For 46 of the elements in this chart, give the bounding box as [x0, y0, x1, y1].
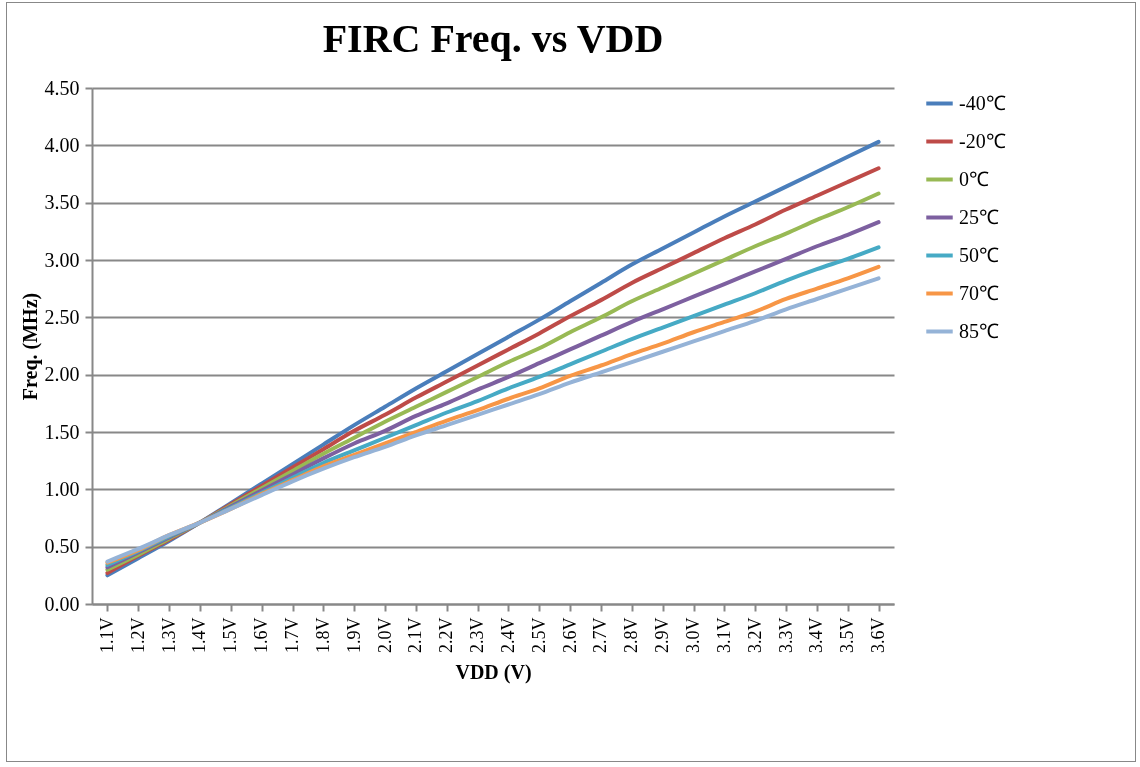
- x-tick-label: 1.1V: [96, 617, 117, 653]
- x-tick-label: 1.8V: [312, 617, 333, 653]
- legend-label: 70℃: [959, 281, 999, 304]
- y-tick-label: 3.00: [44, 248, 80, 271]
- legend-label: 50℃: [959, 243, 999, 266]
- x-tick-label: 2.4V: [497, 617, 518, 653]
- y-tick-label: 1.50: [44, 420, 80, 443]
- legend-label: -20℃: [959, 129, 1006, 152]
- x-tick-label: 2.8V: [621, 617, 642, 653]
- y-tick-label: 2.50: [44, 305, 80, 328]
- x-tick-label: 3.6V: [868, 617, 889, 653]
- y-tick-label: 4.50: [44, 76, 80, 99]
- legend-label: 85℃: [959, 319, 999, 342]
- chart-title: FIRC Freq. vs VDD: [322, 16, 664, 61]
- x-tick-label: 2.5V: [528, 617, 549, 653]
- x-tick-label: 3.0V: [683, 617, 703, 653]
- x-tick-label: 3.2V: [744, 617, 765, 653]
- x-tick-label: 2.3V: [467, 617, 488, 653]
- legend-label: 25℃: [959, 205, 999, 228]
- x-tick-label: 2.7V: [590, 617, 611, 653]
- x-tick-label: 3.4V: [806, 617, 827, 653]
- x-tick-label: 1.6V: [251, 617, 272, 653]
- x-tick-label: 2.2V: [436, 617, 457, 653]
- x-tick-label: 1.9V: [343, 617, 364, 653]
- y-tick-label: 0.00: [44, 592, 80, 615]
- x-tick-label: 1.4V: [189, 617, 210, 653]
- x-tick-label: 2.9V: [652, 617, 673, 653]
- x-tick-label: 2.6V: [559, 617, 580, 653]
- x-tick-label: 1.2V: [127, 617, 148, 653]
- y-axis-title: Freq. (MHz): [18, 292, 42, 401]
- x-tick-label: 1.5V: [220, 617, 241, 653]
- x-tick-label: 1.3V: [158, 617, 179, 653]
- x-tick-label: 3.3V: [775, 617, 796, 653]
- x-tick-label: 2.1V: [405, 617, 426, 653]
- x-tick-label: 3.5V: [837, 617, 858, 653]
- x-tick-label: 2.0V: [374, 617, 395, 653]
- y-tick-label: 0.50: [44, 535, 80, 558]
- legend-label: 0℃: [959, 167, 989, 190]
- x-axis-title: VDD (V): [455, 661, 532, 684]
- y-tick-label: 3.50: [44, 191, 80, 214]
- legend-label: -40℃: [959, 91, 1006, 114]
- y-tick-label: 4.00: [44, 133, 80, 156]
- y-tick-label: 2.00: [44, 363, 80, 386]
- x-tick-label: 1.7V: [282, 617, 302, 653]
- y-tick-label: 1.00: [44, 477, 80, 500]
- x-tick-label: 3.1V: [713, 617, 734, 653]
